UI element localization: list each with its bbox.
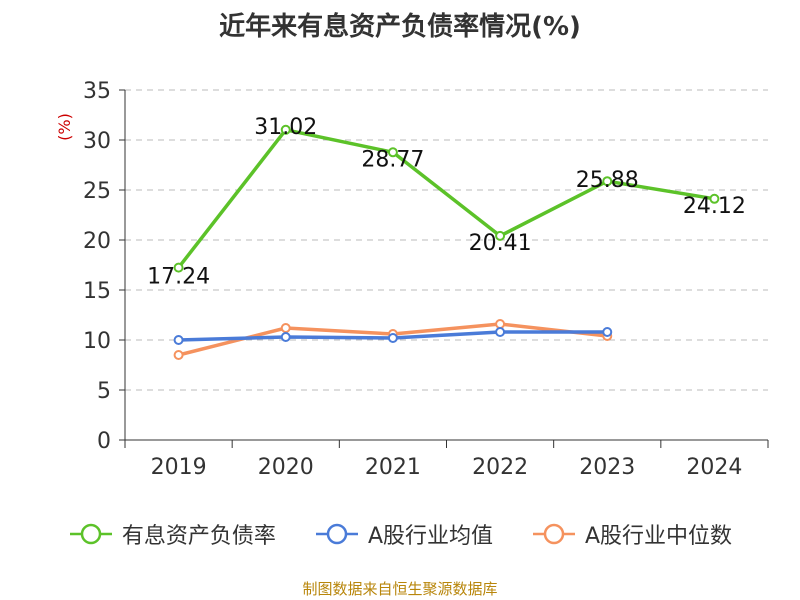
- data-label: 20.41: [469, 231, 532, 256]
- legend-swatch: [69, 523, 112, 545]
- data-point: [173, 350, 184, 360]
- data-point: [387, 333, 398, 343]
- legend-item[interactable]: A股行业中位数: [531, 518, 732, 550]
- data-point: [280, 323, 291, 333]
- y-tick-label: 0: [97, 429, 111, 454]
- y-tick-label: 35: [83, 79, 111, 104]
- x-tick-label: 2022: [472, 455, 528, 480]
- data-point: [387, 147, 398, 158]
- legend-label: A股行业中位数: [585, 524, 733, 549]
- legend-label: A股行业均值: [367, 524, 493, 549]
- x-tick-label: 2020: [258, 455, 314, 480]
- data-label: 25.88: [576, 168, 639, 193]
- x-tick-label: 2024: [686, 455, 742, 480]
- y-tick-label: 25: [83, 179, 111, 204]
- legend-swatch: [533, 523, 575, 545]
- data-label: 24.12: [683, 194, 746, 219]
- y-tick-label: 10: [83, 329, 111, 354]
- legend-item[interactable]: 有息资产负债率: [68, 518, 276, 550]
- y-tick-label: 15: [83, 279, 111, 304]
- legend-label: 有息资产负债率: [121, 524, 276, 549]
- y-axis-label: (%): [55, 113, 74, 141]
- data-point: [495, 327, 506, 337]
- data-point: [280, 124, 291, 135]
- data-point: [280, 332, 291, 342]
- chart-title: 近年来有息资产负债率情况(%): [219, 12, 581, 42]
- data-point: [602, 327, 613, 337]
- legend-item[interactable]: A股行业均值: [314, 518, 493, 550]
- series-line: [177, 128, 715, 269]
- y-tick-label: 30: [83, 129, 111, 154]
- source-note: 制图数据来自恒生聚源数据库: [302, 580, 498, 598]
- data-label: 17.24: [147, 265, 210, 290]
- data-point: [495, 319, 506, 329]
- y-tick-label: 20: [83, 229, 111, 254]
- data-point: [173, 262, 184, 273]
- data-label: 28.77: [361, 147, 424, 172]
- x-tick-label: 2023: [579, 455, 635, 480]
- y-tick-label: 5: [97, 379, 111, 404]
- data-point: [709, 193, 720, 204]
- legend: 有息资产负债率 A股行业均值 A股行业中位数: [0, 518, 800, 550]
- data-point: [495, 230, 506, 241]
- data-label: 31.02: [254, 115, 317, 140]
- x-tick-label: 2019: [151, 455, 207, 480]
- data-point: [602, 176, 613, 187]
- data-point: [173, 335, 184, 345]
- x-tick-label: 2021: [365, 455, 421, 480]
- legend-swatch: [315, 523, 358, 545]
